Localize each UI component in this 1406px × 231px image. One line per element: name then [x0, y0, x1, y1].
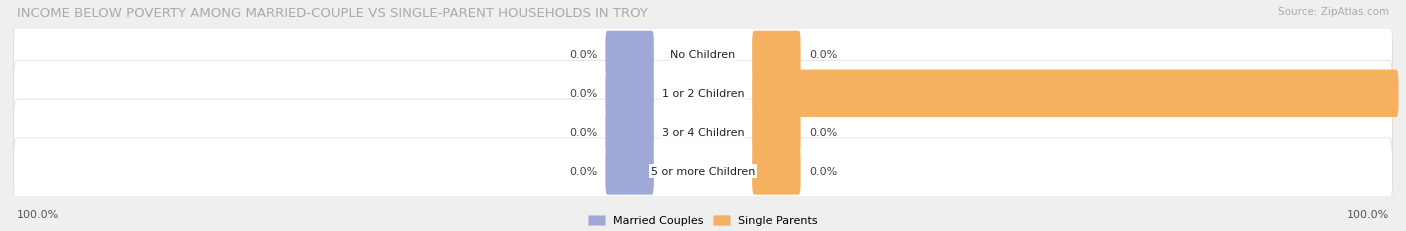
FancyBboxPatch shape: [752, 32, 800, 79]
Legend: Married Couples, Single Parents: Married Couples, Single Parents: [588, 215, 818, 225]
Text: 3 or 4 Children: 3 or 4 Children: [662, 128, 744, 137]
FancyBboxPatch shape: [14, 61, 1392, 127]
Text: 0.0%: 0.0%: [808, 128, 837, 137]
FancyBboxPatch shape: [752, 148, 800, 195]
FancyBboxPatch shape: [752, 109, 800, 156]
Text: No Children: No Children: [671, 50, 735, 60]
FancyBboxPatch shape: [606, 32, 654, 79]
Text: 0.0%: 0.0%: [808, 50, 837, 60]
Text: INCOME BELOW POVERTY AMONG MARRIED-COUPLE VS SINGLE-PARENT HOUSEHOLDS IN TROY: INCOME BELOW POVERTY AMONG MARRIED-COUPL…: [17, 7, 648, 20]
FancyBboxPatch shape: [14, 100, 1392, 165]
Text: 0.0%: 0.0%: [808, 166, 837, 176]
Text: 0.0%: 0.0%: [569, 166, 598, 176]
FancyBboxPatch shape: [606, 70, 654, 117]
Text: 0.0%: 0.0%: [569, 128, 598, 137]
Text: 100.0%: 100.0%: [1347, 210, 1389, 219]
Text: 100.0%: 100.0%: [17, 210, 59, 219]
Text: Source: ZipAtlas.com: Source: ZipAtlas.com: [1278, 7, 1389, 17]
FancyBboxPatch shape: [606, 148, 654, 195]
Text: 0.0%: 0.0%: [569, 50, 598, 60]
Text: 5 or more Children: 5 or more Children: [651, 166, 755, 176]
Text: 0.0%: 0.0%: [569, 89, 598, 99]
FancyBboxPatch shape: [14, 138, 1392, 204]
Text: 1 or 2 Children: 1 or 2 Children: [662, 89, 744, 99]
FancyBboxPatch shape: [606, 109, 654, 156]
FancyBboxPatch shape: [752, 70, 1399, 117]
FancyBboxPatch shape: [14, 22, 1392, 88]
